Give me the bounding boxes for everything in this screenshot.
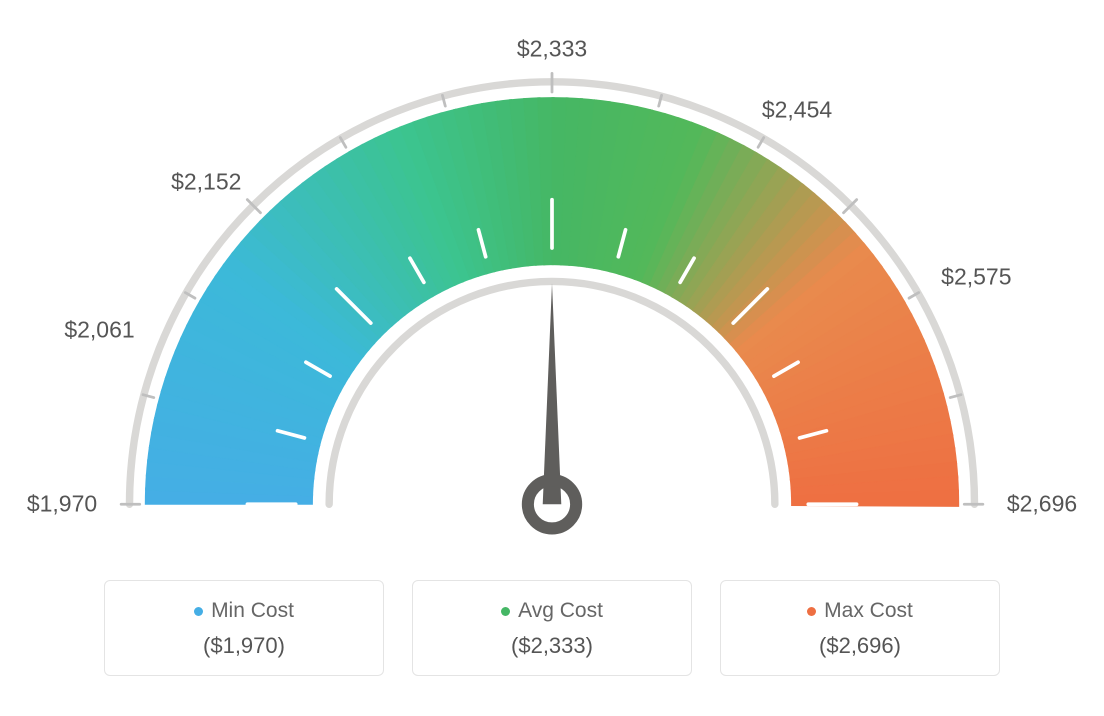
gauge-tick-label: $2,696 <box>1007 491 1077 518</box>
legend-dot-icon <box>501 607 510 616</box>
legend-value: ($2,696) <box>741 633 979 659</box>
gauge-tick-label: $2,061 <box>64 316 134 343</box>
legend-title-text: Avg Cost <box>518 599 603 623</box>
gauge-tick-label: $2,333 <box>517 36 587 63</box>
legend-dot-icon <box>194 607 203 616</box>
legend-card: Min Cost ($1,970) <box>104 580 384 676</box>
legend-value: ($2,333) <box>433 633 671 659</box>
legend-title: Min Cost <box>125 599 363 623</box>
legend-title: Max Cost <box>741 599 979 623</box>
legend-title-text: Min Cost <box>211 599 294 623</box>
legend-card: Avg Cost ($2,333) <box>412 580 692 676</box>
legend-dot-icon <box>807 607 816 616</box>
legend-row: Min Cost ($1,970) Avg Cost ($2,333) Max Cost… <box>104 580 1000 676</box>
legend-title-text: Max Cost <box>824 599 913 623</box>
gauge-svg <box>52 40 1052 560</box>
legend-title: Avg Cost <box>433 599 671 623</box>
cost-gauge: $1,970$2,061$2,152$2,333$2,454$2,575$2,6… <box>52 40 1052 560</box>
legend-value: ($1,970) <box>125 633 363 659</box>
gauge-tick-label: $2,152 <box>171 168 241 195</box>
legend-card: Max Cost ($2,696) <box>720 580 1000 676</box>
gauge-tick-label: $2,575 <box>941 263 1011 290</box>
gauge-tick-label: $1,970 <box>27 491 97 518</box>
gauge-tick-label: $2,454 <box>762 97 832 124</box>
